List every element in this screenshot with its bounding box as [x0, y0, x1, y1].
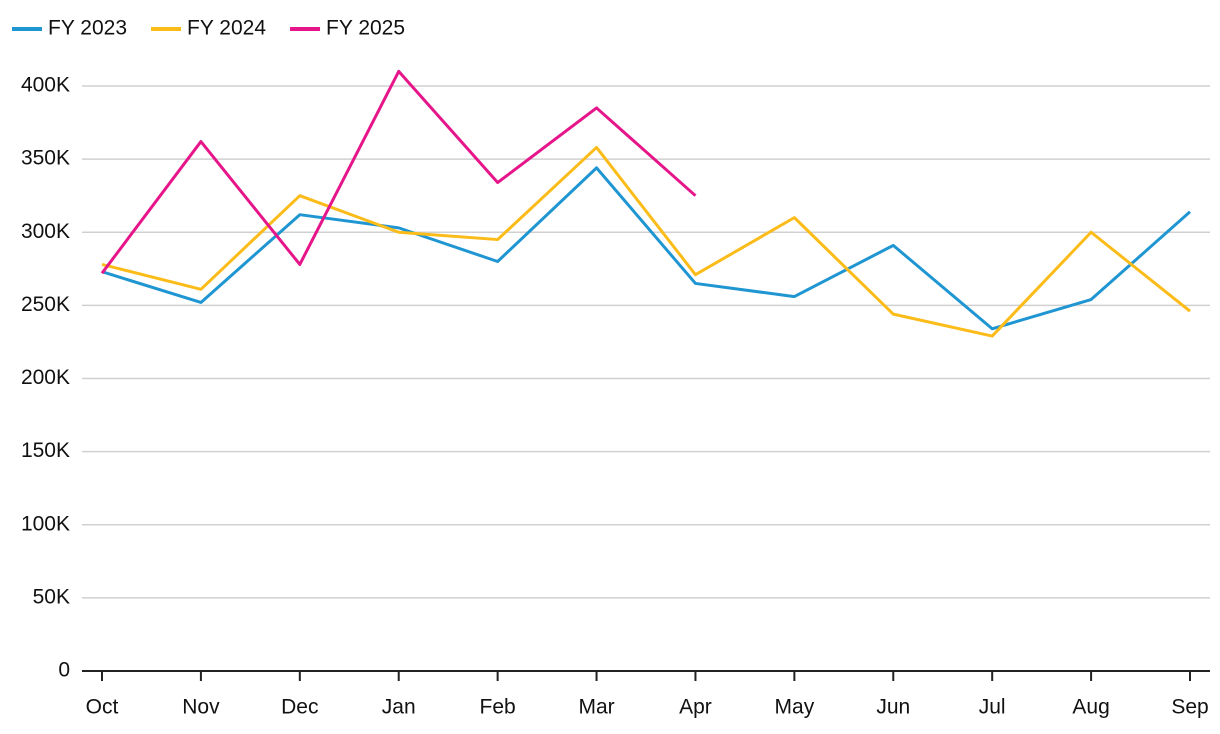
x-tick-label: Nov	[182, 696, 220, 719]
x-tick-label: Jan	[382, 696, 416, 719]
y-tick-label: 250K	[21, 293, 70, 316]
x-tick-label: Apr	[679, 696, 712, 719]
y-tick-label: 0	[58, 659, 70, 682]
x-tick-label: Jul	[979, 696, 1006, 719]
x-tick-label: Sep	[1171, 696, 1208, 719]
series-line	[101, 145, 1191, 338]
legend-label: FY 2024	[187, 17, 266, 40]
y-tick-label: 300K	[21, 220, 70, 243]
x-tick-label: Jun	[876, 696, 910, 719]
legend-label: FY 2023	[48, 17, 127, 40]
x-tick-label: Aug	[1072, 696, 1109, 719]
y-tick-label: 150K	[21, 439, 70, 462]
legend-label: FY 2025	[326, 17, 405, 40]
series-line	[100, 69, 697, 275]
x-tick-label: Feb	[480, 696, 516, 719]
series-line	[101, 166, 1191, 331]
x-tick-label: Mar	[578, 696, 614, 719]
x-tick-label: Oct	[86, 696, 119, 719]
x-tick-label: Dec	[281, 696, 318, 719]
y-tick-label: 50K	[33, 585, 70, 608]
y-tick-label: 400K	[21, 74, 70, 97]
y-tick-label: 350K	[21, 147, 70, 170]
x-tick-label: May	[775, 696, 815, 719]
y-tick-label: 200K	[21, 366, 70, 389]
y-tick-label: 100K	[21, 512, 70, 535]
